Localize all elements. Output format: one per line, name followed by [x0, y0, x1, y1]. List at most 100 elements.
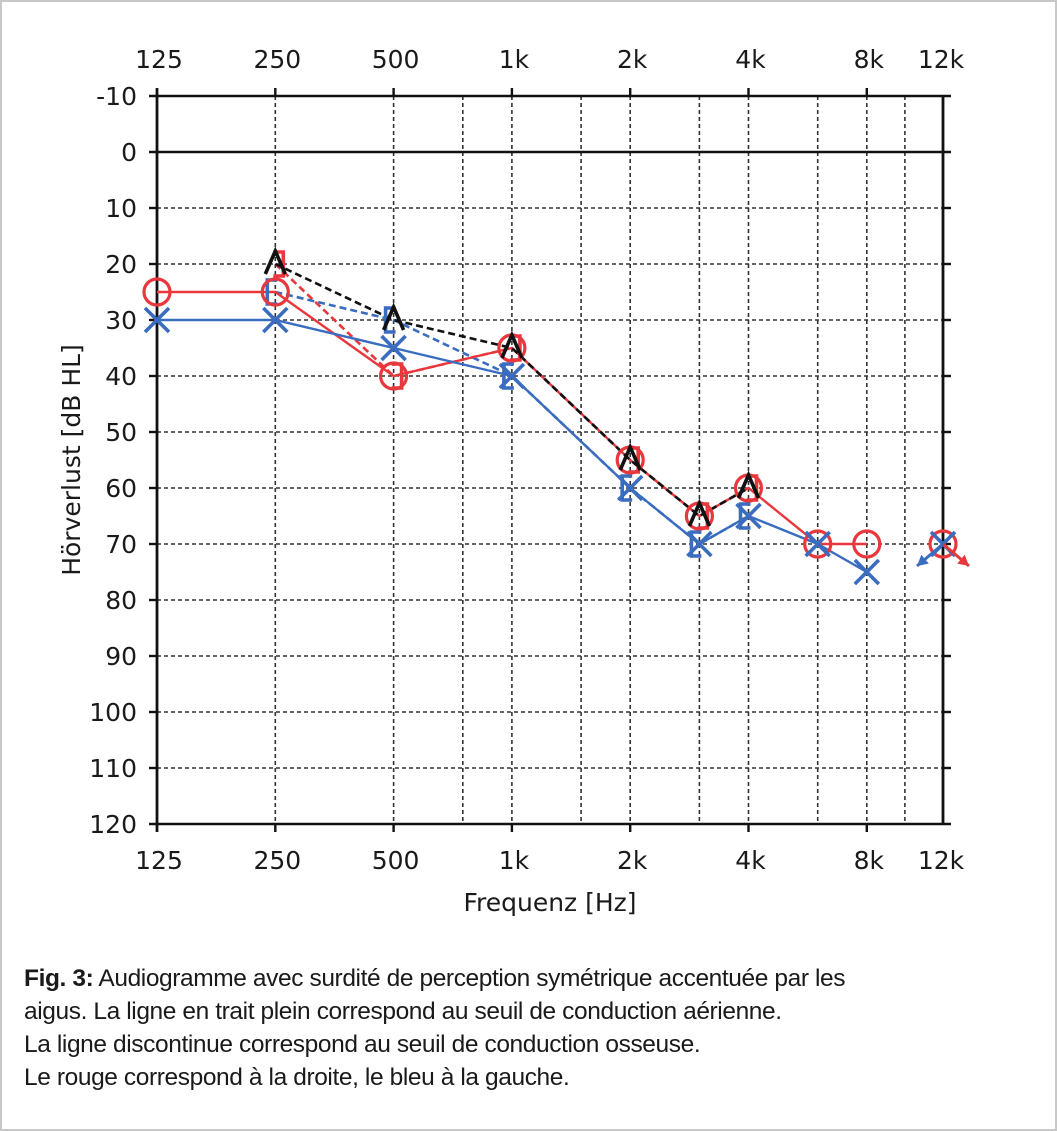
data-point — [928, 529, 958, 559]
data-point — [379, 361, 409, 391]
caption-line-4: Le rouge correspond à la droite, le bleu… — [24, 1064, 570, 1091]
y-tick-label: 110 — [89, 754, 137, 783]
y-tick-label: 20 — [105, 250, 137, 279]
cross-marker — [143, 306, 171, 334]
caret-marker — [618, 442, 642, 471]
axes — [149, 88, 951, 832]
x-tick-label-bottom: 500 — [372, 846, 420, 875]
y-tick-label: 80 — [105, 586, 137, 615]
no-response-arrow — [942, 542, 970, 568]
data-point — [263, 246, 287, 275]
series-markers-group — [273, 250, 759, 530]
x-tick-label-bottom: 8k — [854, 846, 885, 875]
caret-marker — [263, 246, 287, 275]
y-tick-label: 120 — [89, 810, 137, 839]
y-tick-label: 100 — [89, 698, 137, 727]
data-point — [502, 362, 514, 390]
y-tick-label: 0 — [121, 138, 137, 167]
y-tick-label: 30 — [105, 306, 137, 335]
bracket-left-marker — [738, 502, 751, 530]
x-tick-label-top: 1k — [499, 45, 530, 74]
y-tick-label: 40 — [105, 362, 137, 391]
annotations — [916, 542, 970, 568]
data-point — [262, 306, 289, 334]
y-tick-label: 50 — [105, 418, 137, 447]
data-point — [687, 498, 712, 527]
x-tick-label-bottom: 2k — [617, 846, 648, 875]
caption-line-3: La ligne discontinue correspond au seuil… — [24, 1031, 701, 1058]
bracket-left-marker — [502, 362, 514, 390]
cross-marker — [735, 502, 762, 530]
bracket-right-marker — [273, 250, 286, 278]
cross-marker — [616, 474, 644, 502]
cross-marker — [686, 530, 713, 558]
bracket-left-marker — [383, 306, 396, 334]
y-tick-labels: -10 0 10 20 30 40 50 60 70 80 90 100 110 120 — [89, 82, 137, 839]
data-point — [142, 277, 172, 307]
y-tick-label: -10 — [96, 82, 137, 111]
data-point — [620, 474, 633, 502]
caption-text-1: Audiogramme avec surdité de perception s… — [93, 965, 846, 992]
caret-marker — [736, 470, 761, 499]
x-tick-label-bottom: 4k — [735, 846, 766, 875]
x-tick-label-top: 2k — [617, 45, 648, 74]
arrow-head — [957, 554, 969, 566]
series-line — [274, 262, 750, 518]
x-tick-label-top: 12k — [918, 45, 965, 74]
series-markers-group — [265, 278, 751, 558]
y-tick-label: 60 — [105, 474, 137, 503]
bracket-left-marker — [620, 474, 633, 502]
series-line — [157, 290, 867, 546]
data-point — [803, 529, 833, 559]
cross-marker — [262, 306, 289, 334]
cross-marker — [380, 334, 407, 362]
series-markers-group — [143, 306, 957, 586]
data-point — [383, 306, 396, 334]
circle-marker — [803, 529, 833, 559]
top-x-tick-labels: 125 250 500 1k 2k 4k 8k 12k — [135, 45, 965, 74]
data-point — [804, 530, 831, 558]
circle-marker — [379, 361, 409, 391]
circle-marker — [852, 529, 882, 559]
data-point — [735, 502, 762, 530]
caret-marker — [687, 498, 712, 527]
data-point — [616, 474, 644, 502]
x-tick-label-bottom: 1k — [499, 846, 530, 875]
figure-caption: Fig. 3: Audiogramme avec surdité de perc… — [24, 962, 1024, 1094]
data-point — [143, 306, 171, 334]
caret-marker — [500, 330, 524, 359]
grid — [157, 96, 943, 824]
data-point — [380, 334, 407, 362]
series-markers-group — [263, 246, 761, 527]
x-axis-title: Frequenz [Hz] — [463, 888, 636, 917]
data-point — [618, 442, 642, 471]
data-point — [381, 302, 406, 331]
cross-marker — [853, 558, 881, 586]
caption-label: Fig. 3: — [24, 965, 94, 992]
x-tick-label-top: 250 — [253, 45, 301, 74]
y-tick-label: 10 — [105, 194, 137, 223]
series-markers — [142, 246, 958, 586]
x-tick-label-bottom: 250 — [253, 846, 301, 875]
x-tick-label-top: 8k — [854, 45, 885, 74]
data-point — [689, 530, 702, 558]
bracket-left-marker — [689, 530, 702, 558]
circle-marker — [260, 277, 290, 307]
data-point — [736, 470, 761, 499]
x-tick-label-bottom: 125 — [135, 846, 183, 875]
x-tick-label-top: 125 — [135, 45, 183, 74]
arrow-head — [917, 554, 929, 566]
data-point — [852, 529, 882, 559]
cross-marker — [804, 530, 831, 558]
data-point — [686, 530, 713, 558]
y-axis-title: Hörverlust [dB HL] — [57, 344, 86, 576]
caret-marker — [381, 302, 406, 331]
data-point — [273, 250, 286, 278]
x-tick-label-bottom: 12k — [918, 846, 965, 875]
data-point — [498, 362, 526, 390]
x-tick-label-top: 500 — [372, 45, 420, 74]
bottom-x-tick-labels: 125 250 500 1k 2k 4k 8k 12k — [135, 846, 965, 875]
data-point — [853, 558, 881, 586]
x-tick-label-top: 4k — [735, 45, 766, 74]
